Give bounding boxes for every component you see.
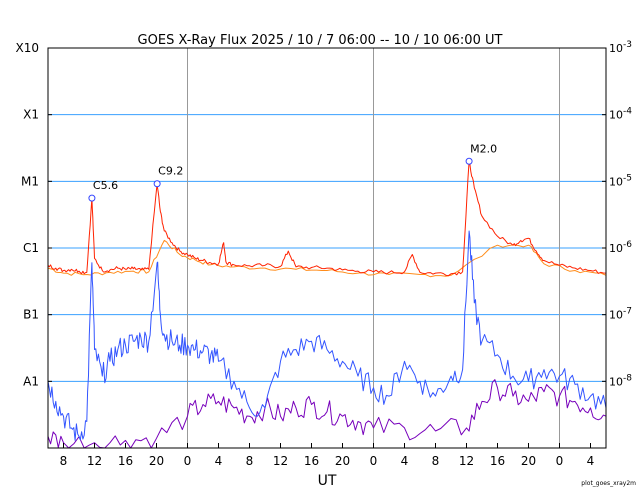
flux-series [47,160,607,449]
x-axis-label: UT [318,473,337,489]
flare-marker-c9-2 [153,180,161,188]
x-tick-label: 16 [118,454,133,468]
series-line-short-secondary [47,379,607,449]
x-tick-label: 20 [149,454,164,468]
flare-marker-c5-6 [88,194,96,202]
plot-credit: plot_goes_xray2m [581,480,636,487]
x-tick-label: 4 [401,454,409,468]
x-tick-label: 8 [60,454,68,468]
left-y-axis-class-labels: X10 X1 M1 C1 B1 A1 [16,41,52,388]
horizontal-gridlines [48,114,606,382]
flare-label-c9-2: C9.2 [158,165,183,178]
y-tick-label-x1: X1 [23,108,39,122]
series-line-long-primary [47,160,607,277]
y-tick-label-c1: C1 [23,241,39,255]
x-axis-hour-ticks: 8 12 16 20 0 4 8 12 16 20 0 4 8 12 16 20 0 4 [60,443,595,468]
x-tick-label: 20 [521,454,536,468]
y-tick-label-x10: X10 [16,41,40,55]
x-tick-label: 12 [87,454,102,468]
x-tick-label: 8 [432,454,440,468]
x-tick-label: 8 [246,454,254,468]
series-line-short-primary [47,230,607,441]
flare-label-c5-6: C5.6 [93,179,118,192]
x-tick-label: 0 [184,454,192,468]
x-tick-label: 12 [273,454,288,468]
flare-label-m2-0: M2.0 [470,142,497,155]
x-tick-label: 16 [490,454,505,468]
y-tick-label-m1: M1 [21,174,39,188]
x-tick-label: 4 [587,454,595,468]
x-tick-label: 4 [215,454,223,468]
x-tick-label: 20 [335,454,350,468]
y-tick-label-b1: B1 [23,308,39,322]
series-line-long-secondary [47,239,607,278]
x-tick-label: 12 [459,454,474,468]
flare-marker-m2-0 [465,157,473,165]
flare-annotations: C5.6 C9.2 M2.0 [88,142,497,202]
chart-title: GOES X-Ray Flux 2025 / 10 / 7 06:00 -- 1… [138,33,503,48]
x-tick-label: 0 [556,454,564,468]
x-tick-label: 0 [370,454,378,468]
day-boundary-gridlines [187,48,560,448]
x-tick-label: 16 [304,454,319,468]
y-tick-label-a1: A1 [23,374,39,388]
